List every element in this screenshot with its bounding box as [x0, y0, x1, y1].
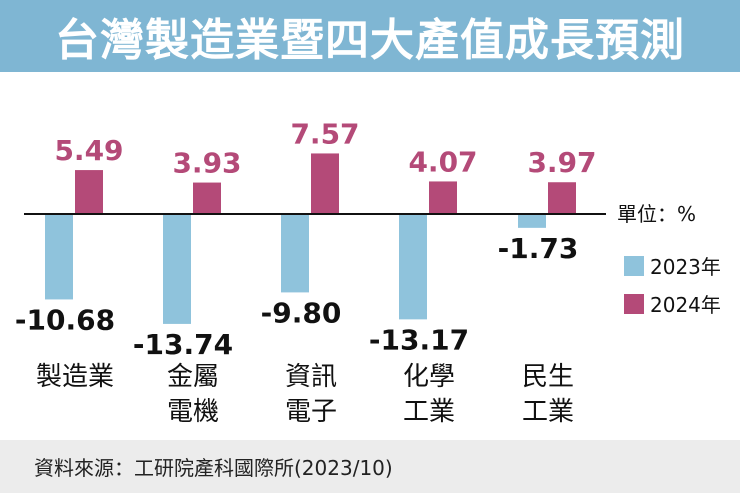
- label-2023-4: -1.73: [498, 232, 579, 265]
- source-bar: 資料來源：工研院產科國際所(2023/10): [0, 440, 740, 493]
- bar-2024-4: [548, 182, 576, 214]
- label-2024-3: 4.07: [408, 145, 477, 178]
- legend-swatch-2024: [624, 294, 644, 314]
- bar-2023-2: [281, 214, 309, 293]
- bar-2024-2: [311, 153, 339, 214]
- label-2023-1: -13.74: [133, 328, 233, 361]
- legend-label-2023: 2023年: [650, 255, 721, 279]
- bar-2024-0: [75, 170, 103, 214]
- legend-swatch-2023: [624, 256, 644, 276]
- bar-2024-1: [193, 182, 221, 214]
- bar-2023-1: [163, 214, 191, 324]
- bar-2024-3: [429, 181, 457, 214]
- bar-2023-4: [518, 214, 546, 228]
- bar-2023-3: [399, 214, 427, 320]
- unit-label: 單位：%: [617, 202, 696, 226]
- category-label-3-1: 工業: [403, 397, 455, 427]
- category-label-2-0: 資訊: [285, 362, 337, 392]
- category-label-3-0: 化學: [403, 362, 455, 392]
- label-2024-1: 3.93: [172, 147, 241, 180]
- label-2024-2: 7.57: [290, 117, 359, 150]
- title-banner: 台灣製造業暨四大產值成長預測: [0, 0, 740, 72]
- chart-title: 台灣製造業暨四大產值成長預測: [55, 15, 685, 66]
- source-note: 資料來源：工研院產科國際所(2023/10): [34, 456, 393, 480]
- label-2023-3: -13.17: [369, 323, 469, 356]
- category-label-1-0: 金屬: [167, 362, 219, 392]
- category-label-1-1: 電機: [167, 397, 219, 427]
- category-label-4-0: 民生: [522, 362, 574, 392]
- category-label-0-0: 製造業: [36, 362, 114, 392]
- label-2023-2: -9.80: [261, 296, 342, 329]
- bar-2023-0: [45, 214, 73, 300]
- label-2024-0: 5.49: [54, 134, 123, 167]
- category-label-4-1: 工業: [522, 397, 574, 427]
- category-label-2-1: 電子: [285, 397, 337, 427]
- label-2024-4: 3.97: [527, 146, 596, 179]
- legend-label-2024: 2024年: [650, 293, 721, 317]
- label-2023-0: -10.68: [15, 303, 115, 336]
